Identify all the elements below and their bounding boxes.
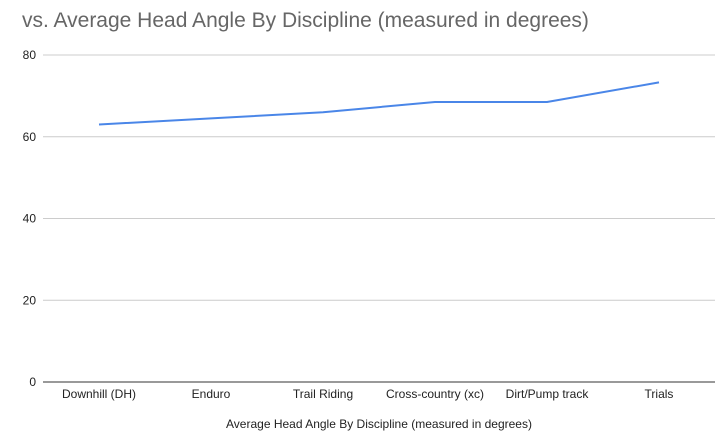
x-axis-ticks: Downhill (DH) Enduro Trail Riding Cross-cou… (62, 387, 673, 401)
y-tick-label: 80 (23, 48, 37, 62)
x-axis-title: Average Head Angle By Discipline (measur… (226, 417, 532, 431)
series-line (98, 81, 660, 126)
x-tick-label: Cross-country (xc) (386, 387, 484, 401)
x-tick-label: Trials (645, 387, 674, 401)
y-tick-label: 40 (23, 212, 37, 226)
x-tick-label: Dirt/Pump track (506, 387, 590, 401)
x-tick-label: Downhill (DH) (62, 387, 136, 401)
y-tick-label: 0 (29, 375, 36, 389)
y-tick-label: 60 (23, 130, 37, 144)
series-layer (98, 81, 660, 126)
chart-title: vs. Average Head Angle By Discipline (me… (22, 9, 589, 32)
x-tick-label: Enduro (192, 387, 231, 401)
gridlines (43, 54, 715, 383)
y-tick-label: 20 (23, 293, 37, 307)
x-tick-label: Trail Riding (293, 387, 353, 401)
y-axis-ticks: 0 20 40 60 80 (23, 48, 37, 389)
